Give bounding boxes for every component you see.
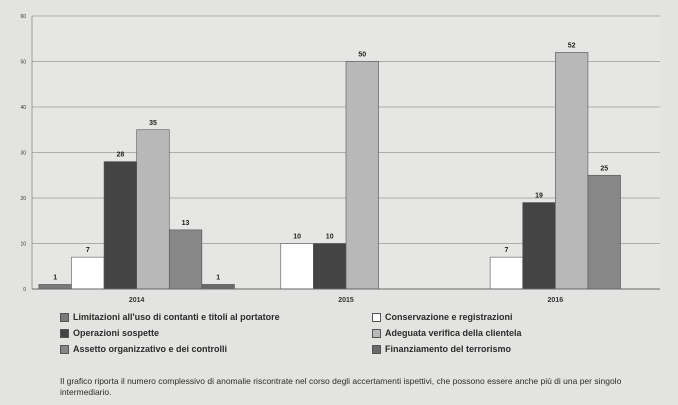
legend-item-limitazioni: Limitazioni all'uso di contanti e titoli…: [60, 312, 372, 322]
legend-label-operazioni: Operazioni sospette: [73, 328, 160, 338]
bar-2016-s1-label: 7: [504, 247, 508, 254]
y-tick-label-60: 60: [20, 14, 26, 20]
bar-2014-s2: [103, 161, 137, 290]
legend-item-finanziamento: Finanziamento del terrorismo: [372, 344, 660, 354]
legend-swatch-finanziamento: [372, 344, 381, 354]
legend-swatch-limitazioni: [60, 312, 69, 322]
y-tick-label-0: 0: [23, 287, 26, 293]
bar-2014-s1: [71, 256, 105, 290]
x-tick-label-2016: 2016: [548, 297, 564, 304]
bar-2015-s3: [345, 61, 379, 290]
legend-label-assetto: Assetto organizzativo e dei controlli: [73, 344, 228, 354]
legend-swatch-adeguata: [372, 328, 381, 338]
bar-2015-s2: [313, 243, 347, 290]
bar-2016-s4: [587, 174, 621, 290]
chart-note: Il grafico riporta il numero complessivo…: [60, 376, 622, 397]
bar-2014-s1-label: 7: [86, 247, 90, 254]
legend-swatch-assetto: [60, 344, 69, 354]
bar-2015-s3-label: 50: [358, 52, 366, 59]
bar-2014-s2-label: 28: [116, 152, 124, 159]
legend-label-adeguata: Adeguata verifica della clientela: [385, 328, 522, 338]
bar-2014-s4: [168, 229, 203, 290]
bar-2016-s1: [489, 256, 524, 290]
y-tick-label-20: 20: [20, 196, 26, 202]
legend-label-limitazioni: Limitazioni all'uso di contanti e titoli…: [73, 312, 280, 322]
y-tick-label-10: 10: [20, 242, 26, 248]
bar-2015-s1: [280, 243, 314, 290]
bar-2015-s1-label: 10: [293, 234, 301, 241]
y-tick-label-50: 50: [20, 60, 26, 66]
bar-2014-s5: [201, 284, 235, 290]
x-tick-label-2014: 2014: [129, 297, 145, 304]
legend-item-conservazione: Conservazione e registrazioni: [372, 312, 660, 322]
bar-2016-s2: [522, 202, 556, 290]
legend-item-adeguata: Adeguata verifica della clientela: [372, 328, 660, 338]
bar-2016-s3: [555, 52, 589, 290]
legend-item-operazioni: Operazioni sospette: [60, 328, 372, 338]
bar-2014-s3: [136, 129, 170, 290]
bar-2014-s4-label: 13: [182, 220, 190, 227]
bar-2015-s2-label: 10: [326, 234, 334, 241]
bar-2016-s3-label: 52: [568, 42, 576, 49]
y-tick-label-40: 40: [20, 105, 26, 111]
bar-2016-s2-label: 19: [535, 193, 543, 200]
legend-swatch-operazioni: [60, 328, 69, 338]
x-tick-label-2015: 2015: [338, 297, 354, 304]
y-tick-label-30: 30: [20, 151, 26, 157]
bar-2014-s0-label: 1: [53, 274, 57, 281]
bar-2016-s4-label: 25: [600, 165, 608, 172]
bar-2014-s0: [38, 284, 72, 290]
legend-label-conservazione: Conservazione e registrazioni: [385, 312, 513, 322]
legend-label-finanziamento: Finanziamento del terrorismo: [385, 344, 512, 354]
chart-legend: Limitazioni all'uso di contanti e titoli…: [60, 312, 660, 354]
bar-2014-s3-label: 35: [149, 120, 157, 127]
legend-item-assetto: Assetto organizzativo e dei controlli: [60, 344, 372, 354]
legend-swatch-conservazione: [372, 312, 381, 322]
bar-chart: 0 10 20 30 40 50 60 1 7 28 35 13 1 2014 10 10 50 2015 7 19 5…: [20, 14, 660, 304]
bar-2014-s5-label: 1: [216, 274, 220, 281]
